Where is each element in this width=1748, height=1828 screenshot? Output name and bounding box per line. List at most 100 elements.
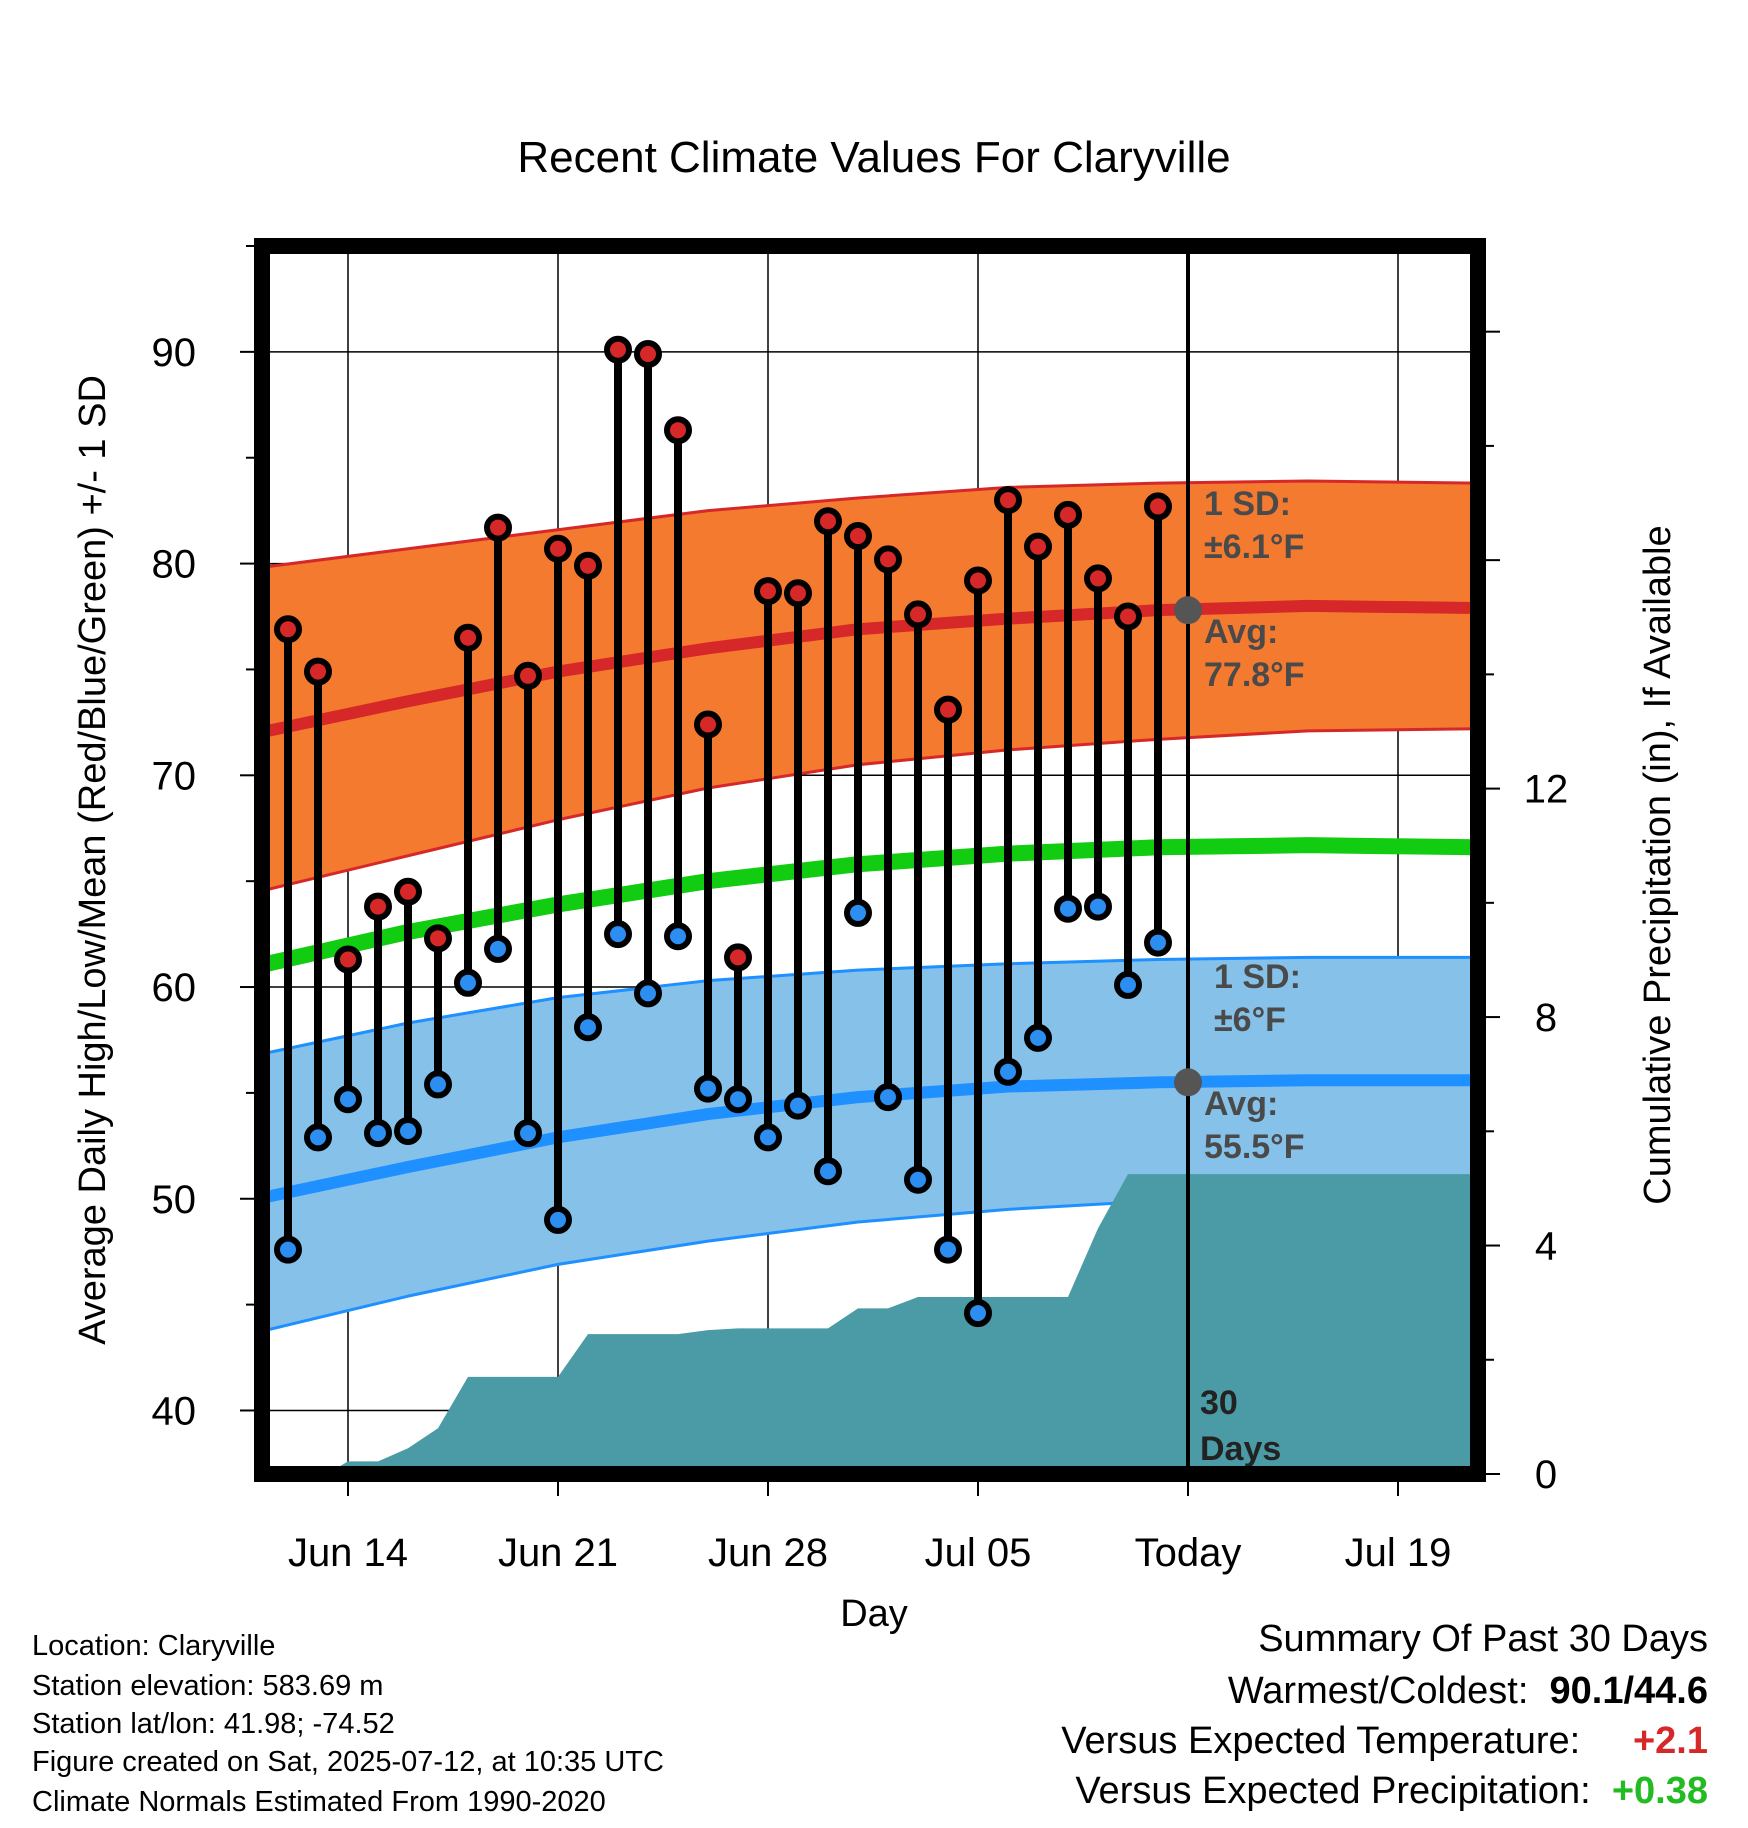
- observed-high-point: [814, 507, 842, 536]
- observed-low-point: [334, 1085, 362, 1114]
- high-sd-band: [262, 481, 1476, 891]
- info-created: Figure created on Sat, 2025-07-12, at 10…: [32, 1746, 664, 1778]
- summary-warm-cold-value: 90.1/44.6: [1549, 1670, 1708, 1712]
- x-tick-label: Jun 28: [708, 1531, 828, 1575]
- observed-low-point: [874, 1083, 902, 1112]
- y-tick-label: 50: [152, 1178, 197, 1222]
- observed-high-point: [1144, 492, 1172, 521]
- observed-high-point: [604, 335, 632, 364]
- high-avg-value: 77.8°F: [1204, 656, 1305, 694]
- high-sd-upper-line: [262, 479, 1477, 569]
- summary-temp: Versus Expected Temperature: +2.1: [1061, 1720, 1708, 1763]
- observed-high-point: [304, 657, 332, 686]
- observed-high-point: [394, 877, 422, 906]
- x-tick-label: Jul 19: [1345, 1531, 1452, 1575]
- low-avg-label: Avg:: [1204, 1085, 1278, 1123]
- y-tick-label: 70: [152, 754, 197, 798]
- observed-low-point: [424, 1070, 452, 1099]
- today-days-label-2: Days: [1200, 1430, 1281, 1468]
- low-sd-upper-line: [262, 955, 1476, 1056]
- observed-low-point: [274, 1235, 302, 1264]
- chart-title: Recent Climate Values For Claryville: [517, 133, 1230, 182]
- high-sd-label: 1 SD:: [1204, 485, 1291, 523]
- observed-low-point: [1084, 892, 1112, 921]
- observed-high-point: [1024, 532, 1052, 561]
- observed-low-point: [574, 1013, 602, 1042]
- today-days-label-1: 30: [1200, 1384, 1238, 1422]
- low-avg-value: 55.5°F: [1204, 1128, 1305, 1166]
- summary-precip: Versus Expected Precipitation: +0.38: [1075, 1770, 1708, 1813]
- summary-temp-value: +2.1: [1632, 1720, 1708, 1762]
- observed-low-point: [754, 1123, 782, 1152]
- observed-high-point: [634, 339, 662, 368]
- y2-tick-label: 12: [1524, 768, 1569, 812]
- observed-low-point: [934, 1235, 962, 1264]
- observed-low-point: [304, 1123, 332, 1152]
- observed-high-point: [784, 579, 812, 608]
- observed-low-point: [1114, 970, 1142, 999]
- observed-low-point: [514, 1119, 542, 1148]
- observed-high-point: [454, 623, 482, 652]
- observed-low-point: [784, 1091, 812, 1120]
- y-axis-label: Average Daily High/Low/Mean (Red/Blue/Gr…: [72, 375, 114, 1345]
- summary-temp-label: Versus Expected Temperature:: [1061, 1720, 1581, 1762]
- observed-low-point: [454, 968, 482, 997]
- high-sd-value: ±6.1°F: [1204, 528, 1304, 566]
- observed-high-point: [694, 710, 722, 739]
- observed-high-point: [274, 615, 302, 644]
- plot-frame: [254, 238, 1486, 1482]
- y2-tick-label: 8: [1535, 996, 1557, 1040]
- observed-high-point: [664, 416, 692, 445]
- observed-high-point: [544, 534, 572, 563]
- observed-low-point: [994, 1057, 1022, 1086]
- observed-high-point: [754, 577, 782, 606]
- observed-low-point: [544, 1205, 572, 1234]
- x-tick-label: Jun 14: [288, 1531, 408, 1575]
- y2-axis-label: Cumulative Precipitation (in), If Availa…: [1637, 525, 1679, 1204]
- info-normals: Climate Normals Estimated From 1990-2020: [32, 1786, 606, 1818]
- observed-high-point: [994, 486, 1022, 515]
- observed-low-point: [664, 922, 692, 951]
- x-tick-label: Jul 05: [925, 1531, 1032, 1575]
- observed-high-point: [514, 661, 542, 690]
- today-high-avg-dot: [1174, 596, 1202, 625]
- summary-precip-label: Versus Expected Precipitation:: [1075, 1770, 1591, 1812]
- observed-low-point: [364, 1119, 392, 1148]
- x-tick-label: Jun 21: [498, 1531, 618, 1575]
- info-elevation: Station elevation: 583.69 m: [32, 1670, 384, 1702]
- observed-high-point: [1084, 564, 1112, 593]
- observed-low-point: [1024, 1023, 1052, 1052]
- observed-high-point: [904, 600, 932, 629]
- x-tick-label: Today: [1135, 1531, 1242, 1575]
- y2-tick-label: 4: [1535, 1225, 1557, 1269]
- precip-area: [262, 1174, 1476, 1474]
- observed-low-point: [1144, 928, 1172, 957]
- today-low-avg-dot: [1174, 1068, 1202, 1097]
- low-sd-value: ±6°F: [1214, 1001, 1286, 1039]
- observed-high-point: [724, 943, 752, 972]
- high-avg-label: Avg:: [1204, 613, 1278, 651]
- summary-warm-cold: Warmest/Coldest: 90.1/44.6: [1228, 1670, 1708, 1713]
- y2-tick-label: 0: [1535, 1453, 1557, 1497]
- y-tick-label: 60: [152, 966, 197, 1010]
- y-tick-label: 40: [152, 1389, 197, 1433]
- low-avg-line: [262, 1074, 1476, 1205]
- observed-high-point: [484, 513, 512, 542]
- observed-high-point: [844, 522, 872, 551]
- observed-high-point: [334, 945, 362, 974]
- summary-warm-cold-label: Warmest/Coldest:: [1227, 1670, 1529, 1712]
- y-tick-label: 90: [152, 331, 197, 375]
- observed-high-point: [964, 566, 992, 595]
- info-latlon: Station lat/lon: 41.98; -74.52: [32, 1708, 395, 1740]
- observed-high-point: [574, 551, 602, 580]
- observed-high-point: [934, 695, 962, 724]
- observed-low-point: [394, 1117, 422, 1146]
- y-tick-label: 80: [152, 543, 197, 587]
- observed-low-point: [724, 1085, 752, 1114]
- summary-precip-value: +0.38: [1611, 1770, 1708, 1812]
- observed-low-point: [814, 1157, 842, 1186]
- x-axis-label: Day: [840, 1593, 908, 1635]
- observed-low-point: [694, 1074, 722, 1103]
- observed-low-point: [844, 898, 872, 927]
